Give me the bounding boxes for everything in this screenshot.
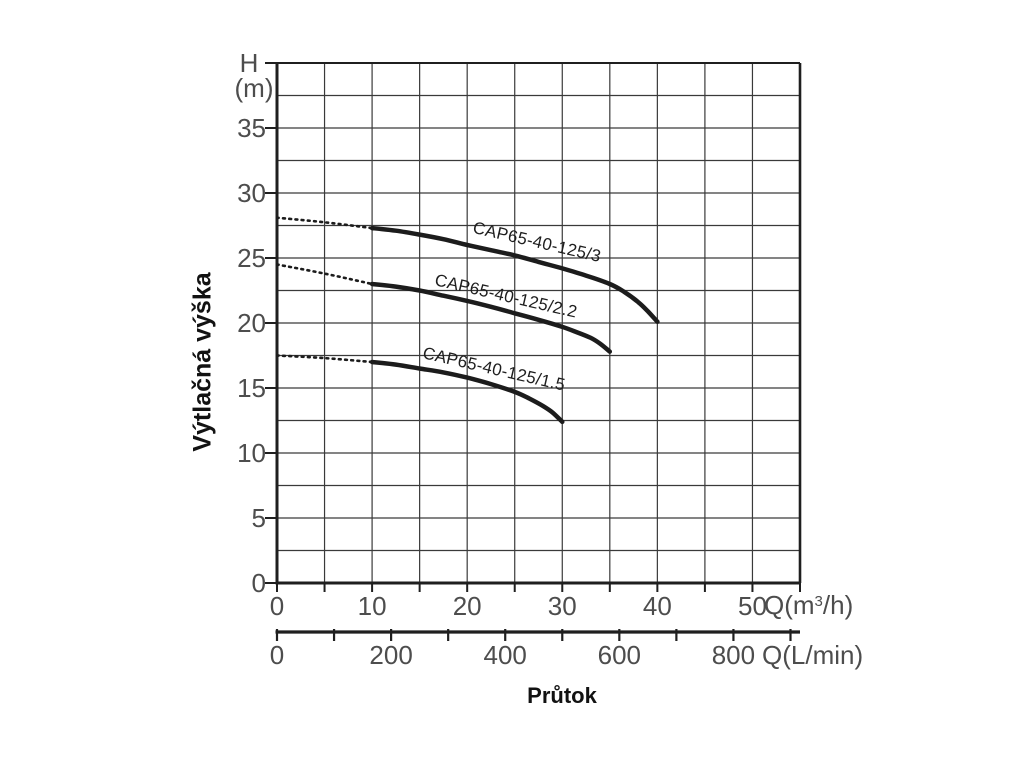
x-axis-unit-suffix: /h) bbox=[822, 590, 854, 620]
y-axis-symbol-label: H bbox=[239, 48, 259, 78]
y-tick-label: 15 bbox=[237, 373, 266, 403]
secondary-axis-unit-label: Q(L/min) bbox=[762, 640, 864, 670]
y-axis-unit-label: (m) bbox=[234, 73, 274, 103]
x-tick-label: 30 bbox=[547, 591, 577, 621]
y-tick-label: 0 bbox=[251, 568, 266, 598]
secondary-tick-label: 800 bbox=[711, 640, 756, 670]
x-axis-unit-prefix: Q(m bbox=[764, 590, 815, 620]
x-tick-label: 10 bbox=[357, 591, 387, 621]
y-tick-label: 25 bbox=[237, 243, 266, 273]
curve-solid-segment-0 bbox=[369, 225, 660, 324]
y-tick-label: 10 bbox=[237, 438, 266, 468]
curve-solid-segment-2 bbox=[369, 359, 565, 425]
y-tick-label: 30 bbox=[237, 178, 266, 208]
secondary-tick-label: 0 bbox=[269, 640, 285, 670]
y-axis-title: Výtlačná výška bbox=[188, 272, 217, 452]
secondary-tick-label: 400 bbox=[483, 640, 527, 670]
secondary-tick-label: 200 bbox=[369, 640, 413, 670]
x-tick-label: 0 bbox=[269, 591, 285, 621]
x-axis-unit-superscript: 3 bbox=[814, 593, 823, 610]
y-tick-label: 20 bbox=[237, 308, 266, 338]
secondary-tick-label: 600 bbox=[597, 640, 642, 670]
x-tick-label: 50 bbox=[737, 591, 767, 621]
curve-dotted-segment-1 bbox=[275, 263, 374, 286]
y-tick-label: 35 bbox=[237, 113, 266, 143]
x-tick-label: 20 bbox=[452, 591, 482, 621]
x-axis-title: Průtok bbox=[527, 683, 597, 708]
y-tick-label: 5 bbox=[251, 503, 266, 533]
x-tick-label: 40 bbox=[642, 591, 672, 621]
curve-solid-segment-1 bbox=[369, 281, 613, 354]
x-axis-unit-label: Q(m3/h) bbox=[764, 592, 853, 618]
